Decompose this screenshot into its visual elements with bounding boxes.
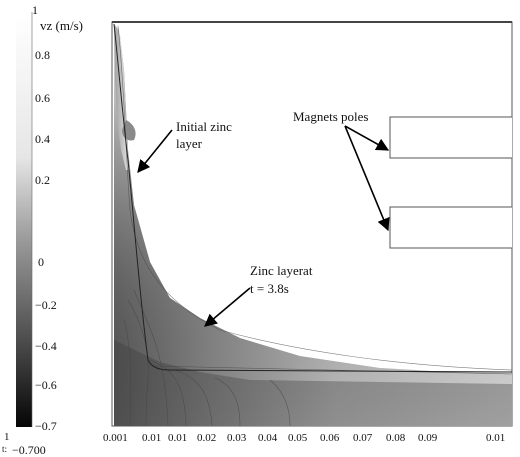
colorbar-tick-label: 0.4 bbox=[35, 132, 50, 146]
colorbar-bottom-marker: 1 bbox=[4, 431, 10, 443]
x-tick-label: 0.09 bbox=[418, 432, 438, 444]
colorbar-tick-label: −0.7 bbox=[35, 419, 57, 433]
plot-area: Initial zinc layer Magnets poles Zinc la… bbox=[111, 21, 513, 427]
colorbar-tick-label: 0.6 bbox=[35, 91, 50, 105]
x-tick-label: 0.05 bbox=[288, 432, 308, 444]
x-tick-label: 0.02 bbox=[197, 432, 216, 444]
colorbar-ticks: 0.8 0.6 0.4 0.2 0 −0.2 −0.4 −0.6 −0.7 bbox=[35, 48, 57, 433]
x-tick-label: 0.001 bbox=[103, 432, 128, 444]
colorbar-title: vz (m/s) bbox=[40, 18, 83, 33]
x-tick-label: 0.06 bbox=[320, 432, 340, 444]
annotation-magnets-label: Magnets poles bbox=[293, 109, 368, 124]
annotation-initial-layer-line1: Initial zinc bbox=[176, 119, 232, 134]
colorbar-tick-label: −0.4 bbox=[35, 339, 57, 353]
annotation-initial-layer: Initial zinc layer bbox=[137, 119, 232, 173]
colorbar: 1 vz (m/s) 0.8 0.6 0.4 0.2 0 −0.2 −0.4 −… bbox=[2, 3, 83, 457]
annotation-zinc-layer: Zinc layerat t = 3.8s bbox=[204, 263, 313, 327]
annotation-zinc-layer-line1: Zinc layerat bbox=[250, 263, 313, 278]
colorbar-tick-label: −0.2 bbox=[35, 298, 57, 312]
x-tick-label: 0.01 bbox=[486, 432, 505, 444]
annotation-zinc-layer-line2: t = 3.8s bbox=[250, 281, 289, 296]
colorbar-tick-label: −0.6 bbox=[35, 378, 57, 392]
magnet-pole-upper bbox=[389, 116, 512, 159]
x-axis: 0.001 0.01 0.01 0.02 0.03 0.04 0.05 0.06… bbox=[103, 432, 505, 444]
annotation-magnets: Magnets poles bbox=[293, 109, 390, 232]
x-tick-label: 0.07 bbox=[353, 432, 373, 444]
x-tick-label: 0.08 bbox=[386, 432, 406, 444]
initial-layer-line bbox=[113, 23, 513, 373]
annotation-initial-layer-line2: layer bbox=[176, 136, 203, 151]
colorbar-tick-label: 0.2 bbox=[35, 173, 50, 187]
magnet-poles bbox=[389, 116, 512, 249]
x-tick-label: 0.01 bbox=[168, 432, 187, 444]
contour-lines bbox=[117, 25, 513, 427]
colorbar-tick-label: 0 bbox=[38, 255, 44, 269]
colorbar-bottom-value: −0.700 bbox=[12, 443, 46, 457]
colorbar-gradient bbox=[16, 12, 32, 427]
colorbar-bottom-prefix: t: bbox=[2, 444, 7, 454]
colorbar-tick-label: 0.8 bbox=[35, 48, 50, 62]
x-tick-label: 0.01 bbox=[142, 432, 161, 444]
x-tick-label: 0.04 bbox=[258, 432, 278, 444]
colorbar-top-marker: 1 bbox=[32, 3, 38, 17]
magnet-pole-lower bbox=[389, 206, 512, 249]
x-tick-label: 0.03 bbox=[227, 432, 247, 444]
